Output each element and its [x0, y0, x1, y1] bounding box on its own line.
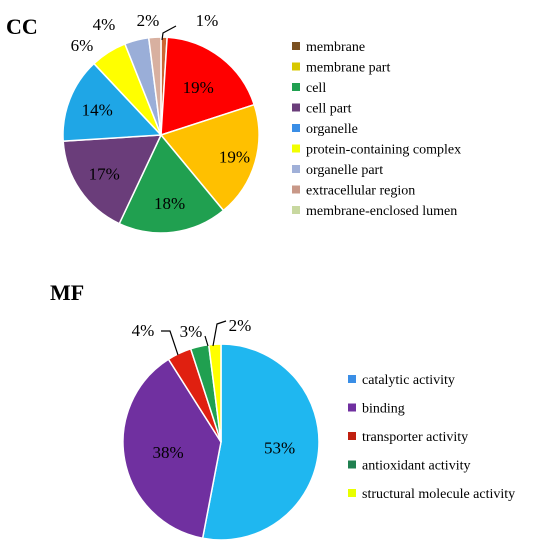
cc-legend-item: organelle part	[292, 163, 383, 178]
cc-chart-title: CC	[6, 14, 38, 39]
mf-legend-swatch	[348, 403, 356, 412]
cc-slice-label-9: 2%	[137, 11, 160, 30]
mf-legend-label: binding	[362, 402, 405, 417]
cc-slice-label-8: 4%	[93, 15, 116, 34]
cc-legend-label: membrane part	[306, 61, 390, 76]
cc-legend-item: membrane part	[292, 61, 390, 76]
cc-legend-label: protein-containing complex	[306, 143, 461, 158]
cc-slice-4	[118, 133, 225, 234]
mf-leader-line-5	[212, 320, 227, 347]
cc-slice-9	[147, 36, 162, 136]
mf-slice-label-2: 38%	[152, 443, 183, 462]
cc-slice-label-7: 6%	[71, 36, 94, 55]
mf-slices	[122, 343, 320, 541]
mf-legend-item: catalytic activity	[348, 373, 455, 388]
cc-legend: membrane membrane part cell cell part organe…	[292, 40, 461, 219]
cc-legend-swatch	[292, 144, 300, 153]
cc-slice-label-2: 19%	[183, 78, 214, 97]
cc-slice-label-5: 17%	[89, 165, 120, 184]
cc-slice-label-1: 1%	[196, 11, 219, 30]
cc-legend-label: organelle	[306, 122, 358, 137]
cc-legend-swatch	[292, 42, 300, 50]
mf-slice-labels: 53% 38% 4% 3% 2%	[132, 316, 295, 462]
cc-legend-label: organelle part	[306, 163, 383, 178]
cc-slice-6	[62, 62, 163, 142]
mf-slice-label-5: 2%	[229, 316, 252, 335]
cc-leader-line-1	[161, 25, 177, 41]
mf-legend-swatch	[348, 432, 356, 440]
cc-slice-label-3: 19%	[219, 147, 250, 166]
mf-slice-label-3: 4%	[132, 321, 155, 340]
mf-legend-item: binding	[348, 402, 405, 417]
mf-legend-item: antioxidant activity	[348, 459, 470, 474]
mf-legend-label: structural molecule activity	[362, 487, 515, 502]
mf-leader-line-3	[161, 330, 179, 356]
cc-legend-item: protein-containing complex	[292, 143, 461, 158]
mf-pie-chart: MF 53% 38% 4% 3% 2% catalytic activity bindin…	[50, 280, 515, 541]
cc-legend-swatch	[292, 62, 300, 71]
cc-legend-item: membrane-enclosed lumen	[292, 204, 457, 219]
cc-legend-swatch	[292, 103, 300, 112]
mf-legend: catalytic activity binding transporter act…	[348, 373, 515, 502]
cc-legend-swatch	[292, 124, 300, 132]
cc-legend-swatch	[292, 185, 300, 194]
cc-legend-swatch	[292, 165, 300, 173]
cc-slice-5	[62, 134, 163, 225]
mf-legend-swatch	[348, 460, 356, 469]
cc-legend-label: extracellular region	[306, 184, 415, 199]
mf-legend-item: structural molecule activity	[348, 487, 515, 502]
cc-legend-swatch	[292, 83, 300, 91]
mf-legend-label: transporter activity	[362, 430, 468, 445]
cc-slice-labels: 1% 19% 19% 18% 17% 14% 6% 4% 2%	[71, 11, 250, 213]
mf-slice-1	[201, 343, 320, 541]
mf-chart-title: MF	[50, 280, 84, 305]
cc-pie-chart: CC 1%19%19%18%17%14%6%4% 2% membranemembr…	[6, 11, 461, 234]
cc-legend-item: organelle	[292, 122, 358, 137]
cc-legend-label: cell	[306, 81, 326, 96]
mf-legend-label: catalytic activity	[362, 373, 455, 388]
cc-slice-3	[159, 103, 260, 212]
cc-slices	[62, 36, 260, 234]
mf-legend-swatch	[348, 375, 356, 383]
cc-slice-2	[160, 36, 256, 137]
mf-legend-label: antioxidant activity	[362, 459, 470, 474]
cc-slice-label-4: 18%	[154, 194, 185, 213]
mf-legend-swatch	[348, 489, 356, 497]
cc-legend-item: cell	[292, 81, 326, 96]
cc-slice-label-6: 14%	[82, 101, 113, 120]
cc-legend-item: cell part	[292, 102, 352, 117]
cc-legend-item: membrane	[292, 40, 365, 55]
mf-slice-5	[207, 343, 222, 443]
cc-legend-label: membrane	[306, 40, 365, 55]
cc-legend-item: extracellular region	[292, 184, 415, 199]
cc-legend-swatch	[292, 206, 300, 214]
cc-legend-label: membrane-enclosed lumen	[306, 204, 457, 219]
mf-leader-line-4	[204, 335, 209, 347]
mf-slice-label-4: 3%	[180, 322, 203, 341]
mf-slice-label-1: 53%	[264, 439, 295, 458]
cc-legend-label: cell part	[306, 102, 352, 117]
mf-legend-item: transporter activity	[348, 430, 468, 445]
